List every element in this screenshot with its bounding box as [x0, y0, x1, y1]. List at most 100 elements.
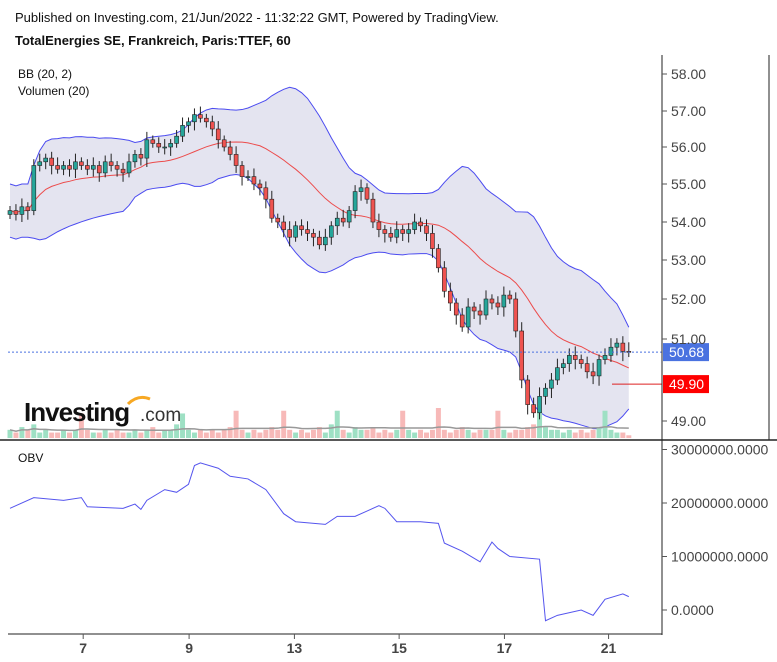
- candle: [590, 362, 596, 385]
- candle: [394, 221, 400, 244]
- volume-bar: [84, 429, 90, 438]
- candle: [150, 135, 156, 148]
- volume-bar: [608, 429, 614, 438]
- volume-bar: [37, 432, 43, 438]
- candle: [162, 139, 167, 155]
- volume-bar: [418, 429, 424, 438]
- volume-bar: [424, 432, 429, 438]
- candle: [376, 213, 382, 238]
- volume-bar: [120, 432, 126, 438]
- candle: [465, 298, 471, 334]
- candle-body: [132, 154, 138, 163]
- volume-bar: [400, 410, 406, 438]
- candle-body: [370, 198, 376, 223]
- candle-body: [465, 306, 471, 328]
- volume-bar: [108, 432, 114, 438]
- volume-bar: [596, 427, 602, 438]
- volume-bar: [471, 432, 477, 438]
- volume-bar: [346, 432, 352, 438]
- candle: [281, 215, 287, 238]
- volume-bar: [25, 429, 31, 438]
- candle: [19, 198, 25, 222]
- volume-bar: [525, 427, 531, 438]
- volume-ma-line: [9, 425, 629, 432]
- candle: [37, 153, 43, 172]
- candle: [25, 202, 31, 220]
- candle: [215, 121, 221, 149]
- candle-body: [215, 128, 221, 141]
- candle: [239, 161, 245, 186]
- volume-bar: [203, 432, 209, 438]
- candle-body: [566, 355, 572, 364]
- marker-badge: [663, 375, 709, 394]
- candle-body: [162, 146, 167, 149]
- candle-body: [239, 165, 245, 177]
- volume-bar: [340, 429, 346, 438]
- candle: [174, 130, 179, 148]
- candle: [388, 226, 394, 242]
- price-tick-label: 57.00: [671, 103, 706, 119]
- candle-body: [340, 217, 346, 223]
- candle-body: [513, 298, 519, 332]
- candle: [442, 261, 447, 298]
- time-tick-label: 15: [391, 640, 407, 656]
- candle: [269, 190, 275, 223]
- candle: [210, 115, 215, 137]
- candle-body: [489, 298, 495, 304]
- candle: [543, 383, 548, 405]
- candle-body: [578, 359, 584, 364]
- obv-pane[interactable]: [9, 462, 630, 622]
- volume-bar: [245, 432, 251, 438]
- obv-line: [9, 462, 630, 622]
- volume-bar: [43, 429, 49, 438]
- volume-legend: Volumen (20): [18, 84, 89, 98]
- volume-bar: [602, 410, 608, 438]
- candle-body: [436, 248, 441, 269]
- price-pane[interactable]: 50.68 49.90: [7, 86, 710, 438]
- candle: [477, 304, 483, 325]
- candle-body: [323, 236, 328, 246]
- candle-body: [192, 114, 197, 123]
- last-price-label: 50.68: [669, 344, 704, 360]
- volume-bar: [560, 432, 566, 438]
- candle-body: [620, 342, 626, 352]
- volume-bar: [548, 429, 554, 438]
- candle-body: [210, 121, 215, 130]
- volume-bar: [537, 410, 543, 438]
- volume-bar: [215, 432, 221, 438]
- candle: [73, 153, 78, 179]
- volume-bar: [61, 429, 67, 438]
- candle: [572, 346, 578, 370]
- candle-body: [233, 154, 239, 166]
- candle-body: [204, 117, 209, 123]
- candle-body: [519, 330, 525, 381]
- time-tick-label: 17: [497, 640, 513, 656]
- candle: [400, 225, 406, 241]
- candle-body: [43, 157, 49, 163]
- volume-bar: [132, 429, 138, 438]
- volume-bar: [519, 429, 525, 438]
- candle: [430, 225, 435, 258]
- volume-bar: [96, 432, 102, 438]
- candle-body: [257, 183, 263, 189]
- candle: [263, 181, 269, 209]
- volume-bar: [191, 432, 197, 438]
- volume-bar: [590, 429, 596, 438]
- bb-upper-band: [9, 86, 630, 328]
- volume-bar: [102, 429, 108, 438]
- candle-body: [299, 225, 304, 230]
- bb-legend: BB (20, 2): [18, 67, 72, 81]
- candle: [424, 219, 429, 241]
- candle: [61, 161, 66, 176]
- candle: [96, 161, 102, 182]
- candle: [257, 179, 263, 196]
- last-price-badge: [663, 343, 709, 362]
- volume-bar: [275, 429, 281, 438]
- candle: [67, 159, 72, 177]
- candle: [507, 290, 513, 304]
- candle-body: [501, 294, 507, 308]
- candle-body: [483, 298, 489, 316]
- candle-body: [287, 229, 292, 238]
